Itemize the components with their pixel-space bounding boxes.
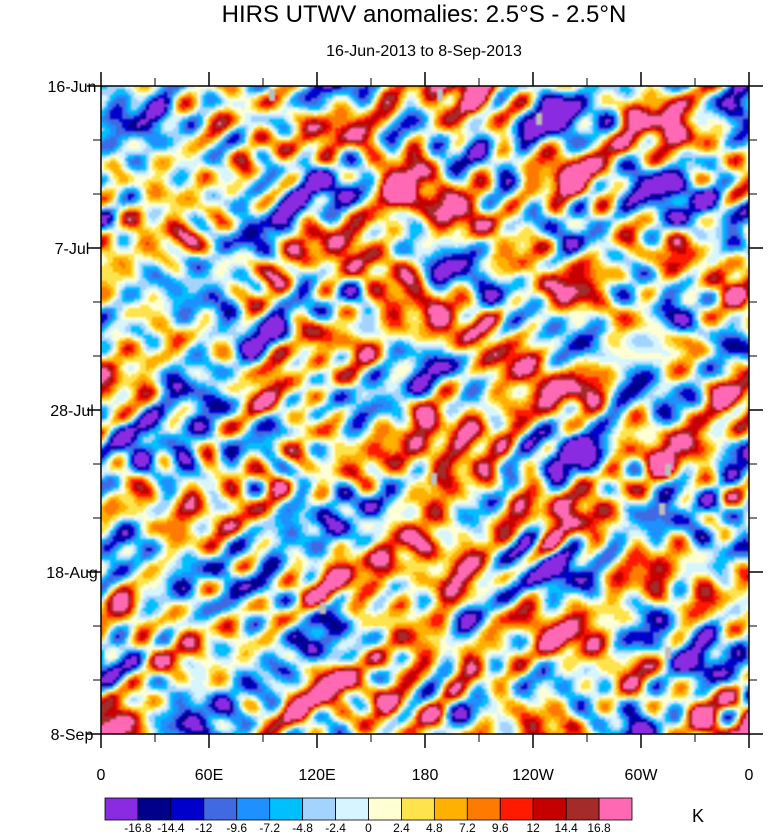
colorbar-label: -7.2	[259, 821, 280, 834]
colorbar-swatch	[598, 797, 633, 821]
colorbar-swatch	[236, 797, 271, 821]
colorbar-swatch	[433, 797, 468, 821]
colorbar-swatch	[203, 797, 238, 821]
chart-subtitle: 16-Jun-2013 to 8-Sep-2013	[326, 43, 522, 60]
colorbar-label: -2.4	[325, 821, 346, 834]
colorbar-label: -12	[195, 821, 213, 834]
y-tick-label: 18-Aug	[46, 565, 98, 582]
chart-title: HIRS UTWV anomalies: 2.5°S - 2.5°N	[222, 1, 627, 28]
colorbar-swatch	[368, 797, 402, 821]
x-tick-label: 60W	[625, 767, 659, 784]
colorbar-label: -16.8	[124, 821, 152, 834]
y-tick-label: 16-Jun	[48, 79, 97, 96]
plot-area	[100, 85, 750, 735]
colorbar-label: 16.8	[587, 821, 611, 834]
colorbar-swatch	[532, 797, 567, 821]
colorbar-unit: K	[692, 806, 704, 826]
colorbar-label: 4.8	[426, 821, 443, 834]
colorbar-label: 2.4	[393, 821, 410, 834]
y-tick-label: 28-Jul	[50, 403, 94, 420]
colorbar-swatch	[269, 797, 304, 821]
x-tick-label: 0	[97, 767, 106, 784]
colorbar-swatch	[170, 797, 205, 821]
colorbar-label: -9.6	[226, 821, 247, 834]
x-tick-label: 180	[412, 767, 439, 784]
colorbar-swatch	[335, 797, 369, 821]
colorbar-swatch	[401, 797, 435, 821]
colorbar-label: 14.4	[554, 821, 578, 834]
colorbar-label: 9.6	[492, 821, 509, 834]
colorbar-label: -4.8	[292, 821, 313, 834]
colorbar-label: 12	[527, 821, 541, 834]
y-tick-label: 7-Jul	[55, 241, 90, 258]
colorbar-swatch	[466, 797, 501, 821]
x-axis: 0 60E 120E 180 120W 60W 0	[97, 72, 754, 784]
x-tick-label: 60E	[195, 767, 223, 784]
colorbar-label: 0	[365, 821, 372, 834]
colorbar-label: -14.4	[157, 821, 185, 834]
y-tick-label: 8-Sep	[51, 727, 94, 744]
y-axis: 16-Jun 7-Jul 28-Jul 18-Aug 8-Sep	[46, 79, 763, 744]
colorbar-swatch	[565, 797, 600, 821]
x-tick-label: 0	[745, 767, 754, 784]
x-tick-label: 120E	[298, 767, 335, 784]
colorbar-label: 7.2	[459, 821, 476, 834]
anomaly-field	[101, 86, 749, 734]
x-tick-label: 120W	[512, 767, 555, 784]
colorbar: -16.8 -14.4 -12 -9.6 -7.2 -4.8 -2.4 0 2.4 4.8 7.2 9…	[104, 797, 633, 834]
colorbar-swatch	[137, 797, 172, 821]
colorbar-swatch	[499, 797, 534, 821]
colorbar-swatch	[104, 797, 139, 821]
colorbar-swatch	[302, 797, 336, 821]
